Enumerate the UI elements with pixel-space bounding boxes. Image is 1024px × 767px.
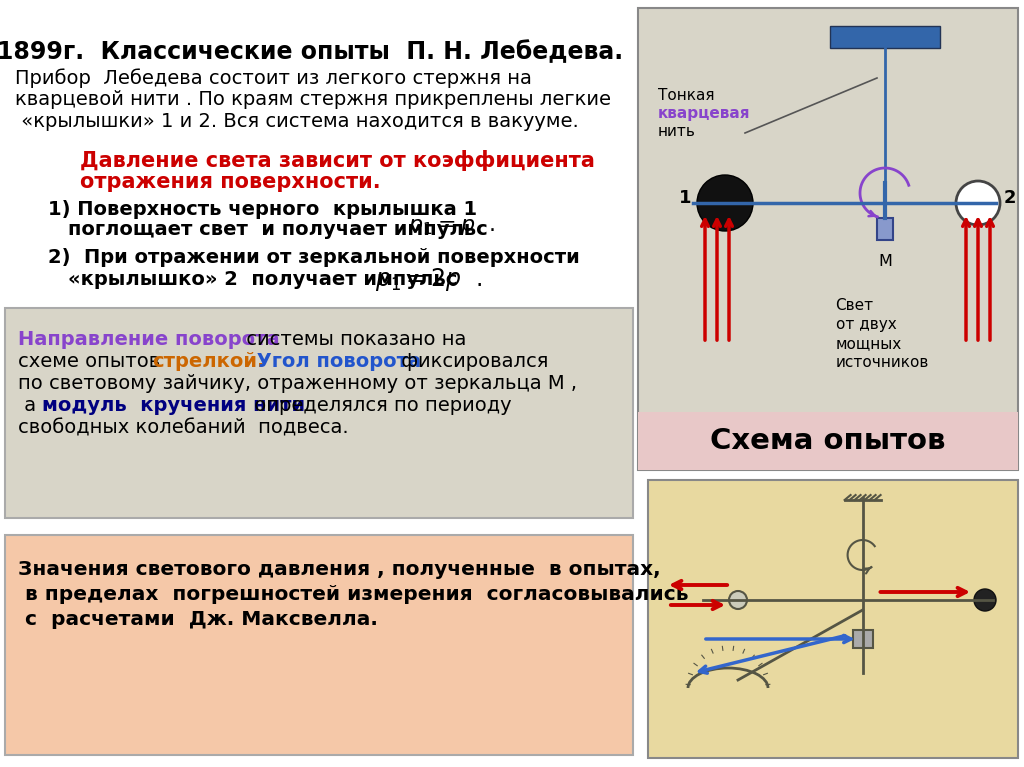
Text: системы показано на: системы показано на [240, 330, 466, 349]
Text: поглощает свет  и получает импульс: поглощает свет и получает импульс [68, 220, 487, 239]
Text: 2)  При отражении от зеркальной поверхности: 2) При отражении от зеркальной поверхнос… [48, 248, 580, 267]
Text: в пределах  погрешностей измерения  согласовывались: в пределах погрешностей измерения соглас… [18, 585, 688, 604]
Text: Тонкая: Тонкая [658, 88, 715, 103]
Text: $p_1 = p$  .: $p_1 = p$ . [408, 217, 495, 237]
FancyBboxPatch shape [648, 480, 1018, 758]
Text: 1) Поверхность черного  крылышка 1: 1) Поверхность черного крылышка 1 [48, 200, 477, 219]
Text: с  расчетами  Дж. Максвелла.: с расчетами Дж. Максвелла. [18, 610, 378, 629]
Text: 2: 2 [1004, 189, 1016, 207]
Text: «крылышки» 1 и 2. Вся система находится в вакууме.: «крылышки» 1 и 2. Вся система находится … [15, 112, 579, 131]
FancyBboxPatch shape [830, 26, 940, 48]
Circle shape [697, 175, 753, 231]
Text: Значения светового давления , полученные  в опытах,: Значения светового давления , полученные… [18, 560, 660, 579]
Text: мощных: мощных [836, 336, 902, 351]
Text: «крылышко» 2  получает импульс: «крылышко» 2 получает импульс [68, 270, 458, 289]
Text: нить: нить [658, 124, 696, 139]
Text: $p_1 = 2p$  .: $p_1 = 2p$ . [375, 266, 482, 293]
FancyBboxPatch shape [853, 630, 872, 648]
FancyBboxPatch shape [638, 412, 1018, 470]
Text: М: М [878, 254, 892, 269]
Text: Свет: Свет [836, 298, 873, 313]
Text: Направление поворота: Направление поворота [18, 330, 280, 349]
Text: источников: источников [836, 355, 929, 370]
Circle shape [956, 181, 1000, 225]
Text: модуль  кручения нити: модуль кручения нити [42, 396, 305, 415]
Text: Схема опытов: Схема опытов [711, 427, 946, 455]
Text: отражения поверхности.: отражения поверхности. [80, 172, 381, 192]
Text: свободных колебаний  подвеса.: свободных колебаний подвеса. [18, 418, 348, 437]
Text: 1899г.  Классические опыты  П. Н. Лебедева.: 1899г. Классические опыты П. Н. Лебедева… [0, 40, 623, 64]
FancyBboxPatch shape [5, 308, 633, 518]
Text: кварцевая: кварцевая [658, 106, 751, 121]
Text: Прибор  Лебедева состоит из легкого стержня на: Прибор Лебедева состоит из легкого стерж… [15, 68, 531, 87]
FancyBboxPatch shape [877, 218, 893, 240]
Text: Угол поворота: Угол поворота [250, 352, 421, 371]
Text: стрелкой.: стрелкой. [152, 352, 264, 371]
Text: а: а [18, 396, 42, 415]
FancyBboxPatch shape [5, 535, 633, 755]
Text: фиксировался: фиксировался [395, 352, 549, 371]
Text: по световому зайчику, отраженному от зеркальца М ,: по световому зайчику, отраженному от зер… [18, 374, 577, 393]
Circle shape [729, 591, 746, 609]
Text: кварцевой нити . По краям стержня прикреплены легкие: кварцевой нити . По краям стержня прикре… [15, 90, 611, 109]
Text: схеме опытов: схеме опытов [18, 352, 173, 371]
Text: определялся по периоду: определялся по периоду [248, 396, 512, 415]
FancyBboxPatch shape [638, 8, 1018, 470]
Circle shape [974, 589, 996, 611]
Text: 1: 1 [679, 189, 691, 207]
Text: Давление света зависит от коэффициента: Давление света зависит от коэффициента [80, 150, 595, 171]
Text: от двух: от двух [836, 317, 896, 332]
